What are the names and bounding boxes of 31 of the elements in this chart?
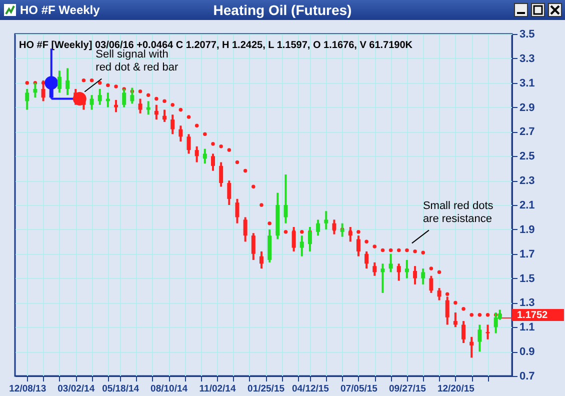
y-tick-label: 2.7: [520, 126, 535, 138]
y-tick-label: 2.3: [520, 175, 535, 188]
ref-line-label: 1.1752: [517, 310, 548, 321]
y-tick-label: 2.1: [520, 200, 535, 212]
chart-subtitle: HO #F Weekly: [20, 3, 100, 17]
y-tick-label: 3.5: [520, 28, 535, 40]
y-tick-label: 1.5: [520, 272, 535, 285]
x-tick-label: 09/27/15: [388, 384, 427, 394]
x-tick-label: 12/08/13: [9, 384, 46, 394]
y-tick-label: 1.7: [520, 248, 535, 260]
x-tick-label: 12/20/15: [437, 384, 476, 394]
y-tick-label: 0.7: [520, 370, 535, 382]
x-tick-label: 08/10/14: [150, 384, 188, 394]
x-tick-label: 04/12/15: [292, 384, 330, 394]
y-tick-label: 0.9: [520, 346, 535, 358]
annotation: Sell signal with red dot & red bar: [96, 48, 179, 74]
x-tick-label: 03/02/14: [58, 384, 96, 394]
y-tick-label: 3.1: [520, 77, 535, 90]
x-tick-label: 11/02/14: [199, 384, 236, 394]
x-tick-label: 01/25/15: [248, 384, 286, 394]
y-tick-label: 1.3: [520, 297, 535, 310]
x-tick-label: 05/18/14: [102, 384, 140, 394]
x-tick-label: 07/05/15: [340, 384, 378, 394]
annotation: Small red dots are resistance: [422, 200, 494, 226]
annotation: HO #F [Weekly] 03/06/16 +0.0464 C 1.2077, H 1.2425, L 1.1597, O 1.1676, V 61.7190K: [19, 40, 414, 51]
y-tick-label: 2.9: [520, 102, 535, 114]
chart-title: Heating Oil (Futures): [213, 2, 352, 18]
y-tick-label: 2.5: [520, 150, 535, 163]
y-tick-label: 3.3: [520, 52, 535, 65]
y-tick-label: 1.1: [520, 322, 535, 334]
y-tick-label: 1.9: [520, 224, 535, 236]
